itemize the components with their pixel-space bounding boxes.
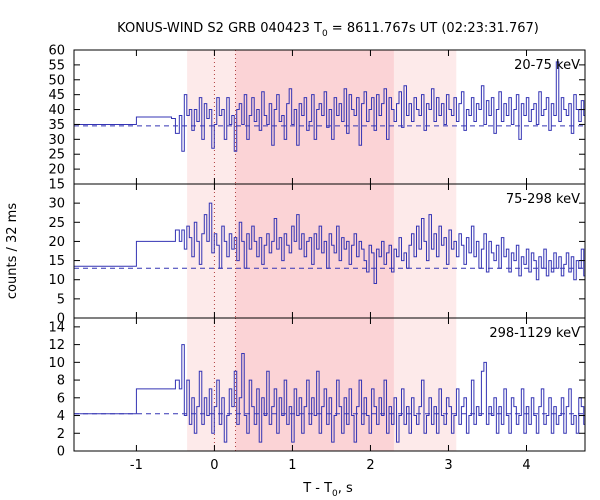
- y-tick-label: 40: [48, 103, 65, 118]
- x-tick-label: 2: [366, 458, 374, 473]
- y-tick-label: 50: [48, 73, 65, 88]
- y-tick-label: 12: [48, 338, 65, 353]
- x-tick-label: -1: [130, 458, 143, 473]
- y-tick-label: 20: [48, 235, 65, 250]
- y-tick-label: 6: [57, 391, 65, 406]
- y-tick-label: 0: [57, 312, 65, 327]
- y-tick-label: 4: [57, 409, 65, 424]
- x-tick-label: 1: [288, 458, 296, 473]
- y-tick-label: 35: [48, 118, 65, 133]
- chart-title: KONUS-WIND S2 GRB 040423 T0 = 8611.767s …: [117, 21, 539, 39]
- y-tick-label: 55: [48, 58, 65, 73]
- y-tick-label: 2: [57, 427, 65, 442]
- y-tick-label: 30: [48, 133, 65, 148]
- count-rate-curve: [74, 202, 585, 285]
- panel-3: 0 2 4 6 8 10 12 14 298-1129 keV: [48, 317, 586, 460]
- y-tick-label: 15: [48, 254, 65, 269]
- energy-band-label: 20-75 keV: [514, 58, 580, 73]
- y-tick-label: 60: [48, 44, 65, 59]
- count-rate-curve: [74, 344, 585, 443]
- y-tick-label: 25: [48, 148, 65, 163]
- energy-band-label: 298-1129 keV: [489, 326, 580, 341]
- x-axis-label: T - T0, s: [302, 481, 353, 499]
- y-tick-label: 25: [48, 216, 65, 231]
- y-tick-label: 0: [57, 445, 65, 460]
- y-tick-label: 15: [48, 178, 65, 193]
- panel-frame: [73, 317, 586, 452]
- y-tick-label: 14: [48, 320, 65, 335]
- y-tick-label: 20: [48, 163, 65, 178]
- y-tick-label: 5: [57, 292, 65, 307]
- x-tick-label: 0: [210, 458, 218, 473]
- y-tick-label: 30: [48, 197, 65, 212]
- y-tick-label: 8: [57, 374, 65, 389]
- y-tick-label: 45: [48, 88, 65, 103]
- y-tick-label: 10: [48, 273, 65, 288]
- x-tick-label: 4: [522, 458, 530, 473]
- y-axis-label: counts / 32 ms: [5, 203, 20, 299]
- x-tick-label: 3: [444, 458, 452, 473]
- y-tick-label: 10: [48, 356, 65, 371]
- energy-band-label: 75-298 keV: [506, 192, 580, 207]
- count-rate-curve: [74, 61, 585, 152]
- panel-2: 0 5 10 15 20 25 30 75-298 keV: [48, 183, 586, 327]
